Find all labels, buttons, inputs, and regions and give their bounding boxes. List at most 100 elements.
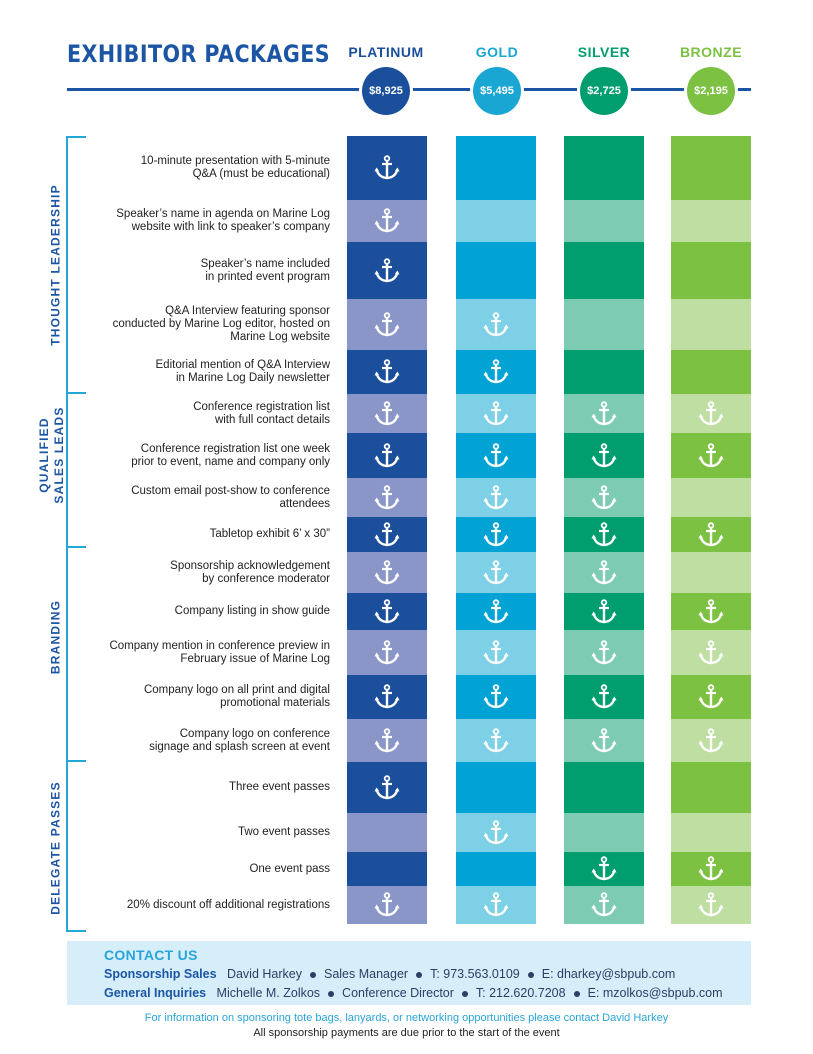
anchor-icon: [374, 684, 400, 709]
category-label: THOUGHT LEADERSHIP: [48, 184, 63, 346]
cell-bronze: [671, 552, 751, 593]
feature-label: Company logo on all print and digital pro…: [143, 684, 330, 709]
anchor-icon: [374, 257, 400, 282]
anchor-icon: [374, 892, 400, 917]
tier-price-platinum: $8,925: [362, 67, 410, 115]
tier-name-silver: SILVER: [577, 44, 631, 60]
cell-platinum: [347, 299, 427, 350]
anchor-icon: [591, 442, 617, 467]
anchor-icon: [591, 727, 617, 752]
cell-platinum: [347, 433, 427, 478]
contact-email: E: dharkey@sbpub.com: [541, 967, 676, 981]
cell-platinum: [347, 719, 427, 762]
cell-platinum: [347, 630, 427, 675]
anchor-icon: [483, 684, 509, 709]
bullet-icon: [461, 990, 468, 997]
anchor-icon: [374, 521, 400, 546]
feature-label: Sponsorship acknowledgement by conference…: [170, 559, 330, 585]
feature-label: Q&A Interview featuring sponsor conducted…: [112, 305, 330, 343]
cell-bronze: [671, 200, 751, 242]
cell-gold: [456, 200, 536, 242]
category-bracket: [66, 548, 86, 762]
feature-label: 10-minute presentation with 5-minute Q&A …: [140, 155, 330, 180]
cell-gold: [456, 675, 536, 719]
cell-bronze: [671, 242, 751, 299]
anchor-icon: [374, 484, 400, 509]
cell-platinum: [347, 136, 427, 200]
feature-label: Two event passes: [237, 826, 330, 838]
category-bracket: [66, 762, 86, 932]
cell-silver: [564, 136, 644, 200]
anchor-icon: [591, 400, 617, 425]
contact-box: CONTACT US Sponsorship Sales David Harke…: [67, 941, 751, 1005]
cell-gold: [456, 478, 536, 517]
anchor-icon: [483, 359, 509, 384]
feature-label: Custom email post-show to conference atte…: [131, 484, 330, 510]
tier-name-platinum: PLATINUM: [348, 44, 424, 60]
cell-platinum: [347, 762, 427, 813]
cell-bronze: [671, 675, 751, 719]
contact-line-sales: Sponsorship Sales David Harkey Sales Mana…: [104, 967, 675, 981]
contact-label: General Inquiries: [104, 986, 207, 1000]
contact-line-inquiries: General Inquiries Michelle M. Zolkos Conf…: [104, 986, 723, 1000]
cell-platinum: [347, 552, 427, 593]
anchor-icon: [698, 856, 724, 881]
cell-silver: [564, 813, 644, 852]
contact-name: David Harkey: [226, 967, 302, 981]
anchor-icon: [698, 639, 724, 664]
contact-label: Sponsorship Sales: [104, 967, 217, 981]
cell-platinum: [347, 852, 427, 886]
category-label: DELEGATE PASSES: [48, 781, 63, 915]
cell-gold: [456, 394, 536, 433]
anchor-icon: [483, 639, 509, 664]
contact-phone: T: 212.620.7208: [475, 986, 566, 1000]
page-title: EXHIBITOR PACKAGES: [67, 40, 331, 68]
anchor-icon: [483, 727, 509, 752]
contact-email: E: mzolkos@sbpub.com: [587, 986, 723, 1000]
cell-gold: [456, 719, 536, 762]
anchor-icon: [698, 521, 724, 546]
feature-label: Conference registration list with full co…: [193, 400, 330, 426]
cell-bronze: [671, 433, 751, 478]
cell-silver: [564, 478, 644, 517]
bullet-icon: [309, 971, 316, 978]
cell-bronze: [671, 136, 751, 200]
cell-silver: [564, 394, 644, 433]
tier-name-gold: GOLD: [475, 44, 519, 60]
cell-platinum: [347, 200, 427, 242]
anchor-icon: [374, 359, 400, 384]
cell-bronze: [671, 762, 751, 813]
cell-platinum: [347, 886, 427, 924]
cell-bronze: [671, 630, 751, 675]
category-label: BRANDING: [48, 599, 63, 675]
anchor-icon: [698, 684, 724, 709]
cell-bronze: [671, 299, 751, 350]
cell-silver: [564, 630, 644, 675]
tier-price-gold: $5,495: [473, 67, 521, 115]
cell-gold: [456, 433, 536, 478]
anchor-icon: [698, 727, 724, 752]
cell-bronze: [671, 719, 751, 762]
cell-platinum: [347, 394, 427, 433]
cell-silver: [564, 242, 644, 299]
anchor-icon: [483, 559, 509, 584]
feature-label: 20% discount off additional registration…: [126, 898, 330, 911]
anchor-icon: [483, 400, 509, 425]
feature-label: Three event passes: [228, 781, 330, 793]
bullet-icon: [328, 990, 335, 997]
anchor-icon: [374, 442, 400, 467]
cell-bronze: [671, 517, 751, 552]
anchor-icon: [483, 442, 509, 467]
anchor-icon: [374, 774, 400, 799]
anchor-icon: [374, 155, 400, 180]
cell-silver: [564, 886, 644, 924]
cell-bronze: [671, 394, 751, 433]
cell-gold: [456, 813, 536, 852]
anchor-icon: [698, 598, 724, 623]
feature-label: Editorial mention of Q&A Interview in Mar…: [155, 359, 331, 384]
cell-platinum: [347, 675, 427, 719]
anchor-icon: [374, 559, 400, 584]
cell-gold: [456, 630, 536, 675]
anchor-icon: [698, 400, 724, 425]
cell-gold: [456, 136, 536, 200]
